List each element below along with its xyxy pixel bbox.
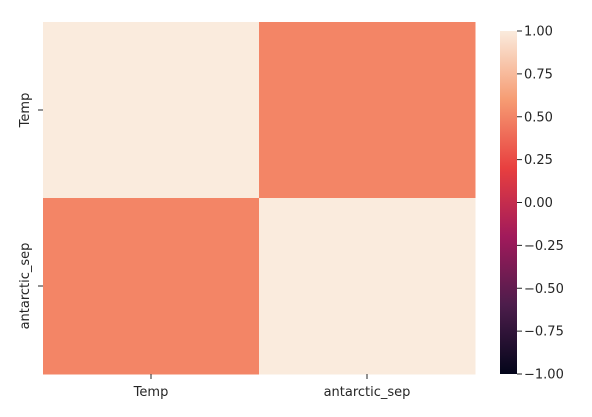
colorbar — [500, 31, 517, 374]
x-tick-label: Temp — [133, 385, 169, 400]
colorbar-gradient — [500, 31, 517, 374]
y-tick-label: antarctic_sep — [18, 243, 33, 330]
y-axis: Temp antarctic_sep — [18, 93, 43, 330]
colorbar-tick-label: −1.00 — [524, 368, 564, 383]
colorbar-tick-label: 1.00 — [524, 25, 553, 40]
heatmap-cells — [43, 22, 476, 375]
colorbar-ticks: 1.00 0.75 0.50 0.25 0.00 −0.25 −0.50 −0.75 −1.00 — [517, 25, 564, 383]
colorbar-tick-label: −0.25 — [524, 239, 564, 254]
colorbar-tick-label: 0.50 — [524, 110, 553, 125]
x-axis: Temp antarctic_sep — [133, 374, 411, 400]
colorbar-tick-label: 0.25 — [524, 153, 553, 168]
heatmap-cell — [43, 198, 260, 375]
heatmap-cell — [259, 22, 476, 199]
heatmap-cell — [43, 22, 260, 199]
heatmap-cell — [259, 198, 476, 375]
x-tick-label: antarctic_sep — [324, 385, 411, 400]
y-tick-label: Temp — [18, 93, 33, 129]
colorbar-tick-label: −0.75 — [524, 325, 564, 340]
colorbar-tick-label: 0.00 — [524, 196, 553, 211]
colorbar-tick-label: −0.50 — [524, 282, 564, 297]
colorbar-tick-label: 0.75 — [524, 67, 553, 82]
